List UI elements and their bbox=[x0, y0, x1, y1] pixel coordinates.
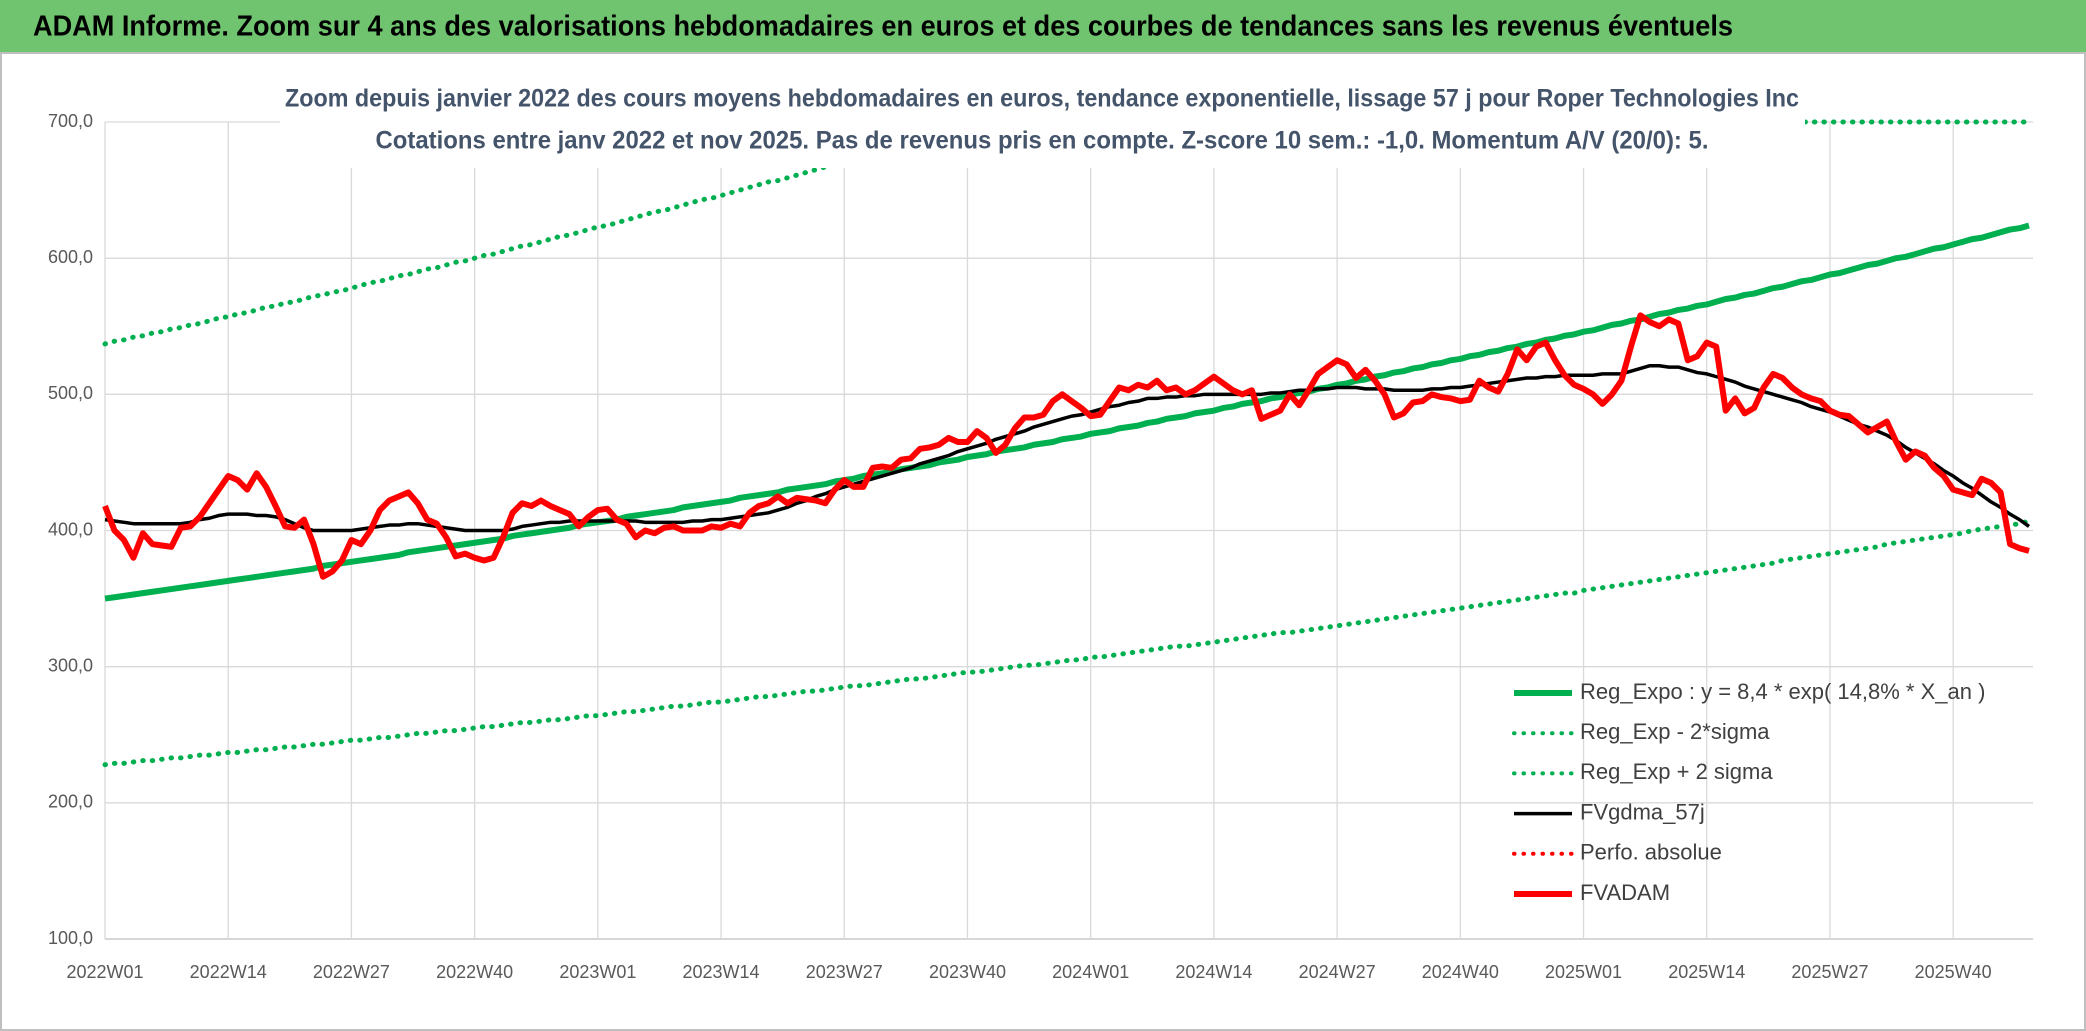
title-box bbox=[280, 70, 1805, 168]
y-tick-label: 300,0 bbox=[48, 655, 93, 675]
chart-subtitle: Cotations entre janv 2022 et nov 2025. P… bbox=[376, 127, 1709, 155]
x-tick-label: 2022W40 bbox=[436, 962, 513, 982]
x-tick-label: 2025W14 bbox=[1668, 962, 1745, 982]
x-tick-label: 2025W01 bbox=[1545, 962, 1622, 982]
legend: Reg_Expo : y = 8,4 * exp( 14,8% * X_an )… bbox=[1512, 679, 1985, 905]
x-tick-label: 2025W27 bbox=[1791, 962, 1868, 982]
legend-label: Perfo. absolue bbox=[1580, 840, 1722, 865]
x-tick-label: 2022W01 bbox=[66, 962, 143, 982]
y-tick-label: 100,0 bbox=[48, 928, 93, 948]
header-title: ADAM Informe. Zoom sur 4 ans des valoris… bbox=[33, 11, 1733, 43]
x-tick-label: 2023W01 bbox=[559, 962, 636, 982]
x-tick-label: 2024W14 bbox=[1175, 962, 1252, 982]
series-line bbox=[102, 518, 2032, 768]
x-tick-label: 2023W40 bbox=[929, 962, 1006, 982]
x-tick-label: 2024W40 bbox=[1422, 962, 1499, 982]
series-line bbox=[104, 222, 2030, 602]
chart-title: Zoom depuis janvier 2022 des cours moyen… bbox=[285, 85, 1799, 113]
legend-label: FVgdma_57j bbox=[1580, 799, 1705, 824]
y-tick-label: 700,0 bbox=[48, 111, 93, 131]
series-line bbox=[104, 363, 2031, 533]
legend-label: Reg_Expo : y = 8,4 * exp( 14,8% * X_an ) bbox=[1580, 679, 1985, 704]
y-tick-label: 400,0 bbox=[48, 519, 93, 539]
x-tick-label: 2023W27 bbox=[806, 962, 883, 982]
y-tick-label: 200,0 bbox=[48, 792, 93, 812]
legend-label: FVADAM bbox=[1580, 880, 1670, 905]
frame bbox=[0, 52, 2086, 1031]
legend-label: Reg_Exp - 2*sigma bbox=[1580, 719, 1770, 744]
series-line bbox=[102, 312, 2030, 580]
legend-label: Reg_Exp + 2 sigma bbox=[1580, 759, 1773, 784]
x-tick-label: 2025W40 bbox=[1915, 962, 1992, 982]
header-bar bbox=[0, 0, 2086, 53]
x-tick-label: 2022W14 bbox=[190, 962, 267, 982]
x-tick-label: 2024W27 bbox=[1299, 962, 1376, 982]
x-tick-label: 2023W14 bbox=[683, 962, 760, 982]
plot-area: 100,0 200,0 300,0 400,0 500,0 600,0 700,0 2022W… bbox=[48, 111, 2033, 982]
x-tick-label: 2024W01 bbox=[1052, 962, 1129, 982]
y-tick-label: 500,0 bbox=[48, 383, 93, 403]
x-tick-label: 2022W27 bbox=[313, 962, 390, 982]
y-tick-label: 600,0 bbox=[48, 247, 93, 267]
